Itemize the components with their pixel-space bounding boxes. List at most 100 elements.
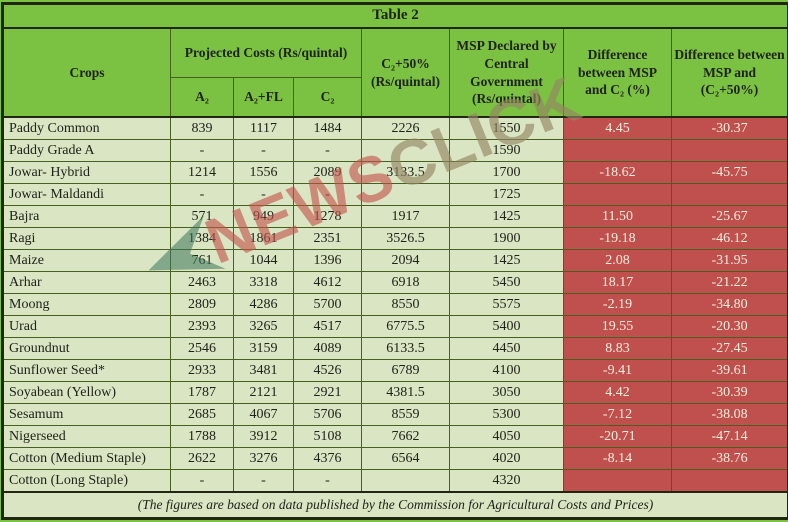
diff-msp-c2-50-cell: -38.08 [670,403,788,426]
crop-name-cell: Paddy Grade A [2,139,171,162]
c2-cell: 4517 [293,315,362,338]
msp-cell: 5300 [449,403,564,426]
a2-fl-cell: 3481 [233,359,294,382]
table-row: Jowar- Maldandi - - - 1725 [2,183,788,206]
diff-msp-c2-cell: -7.12 [563,403,672,426]
diff-msp-c2-50-cell [670,183,788,206]
crop-name-cell: Urad [2,315,171,338]
crop-name-cell: Nigerseed [2,425,171,448]
diff-msp-c2-50-cell: -30.37 [670,116,788,140]
diff-msp-c2-cell: 19.55 [563,315,672,338]
msp-cell: 1725 [449,183,564,206]
c2-cell: 1278 [293,205,362,228]
c2-cell: 1396 [293,249,362,272]
c2-plus-50-cell: 3133.5 [361,161,450,184]
table-title-row: Table 2 [1,3,788,29]
crop-name-cell: Jowar- Maldandi [2,183,171,206]
a2-fl-cell: 3159 [233,337,294,360]
msp-cell: 5575 [449,293,564,316]
table-row: Urad 2393 3265 4517 6775.5 5400 19.55 -2… [2,315,788,338]
table-title: Table 2 [1,3,788,29]
crop-name-cell: Bajra [2,205,171,228]
col-header-diff-msp-c2-50: Difference between MSP and (C₂+50%) [670,27,788,118]
c2-plus-50-cell: 6789 [361,359,450,382]
a2-cell: 839 [170,116,234,140]
diff-msp-c2-50-cell: -46.12 [670,227,788,250]
crop-name-cell: Ragi [2,227,171,250]
c2-plus-50-cell: 3526.5 [361,227,450,250]
diff-msp-c2-50-cell: -39.61 [670,359,788,382]
msp-cell: 1425 [449,249,564,272]
msp-cell: 1425 [449,205,564,228]
crop-name-cell: Arhar [2,271,171,294]
msp-cell: 1700 [449,161,564,184]
a2-cell: 2809 [170,293,234,316]
c2-cell: 1484 [293,116,362,140]
table-row: Soyabean (Yellow) 1787 2121 2921 4381.5 … [2,381,788,404]
c2-cell: 2921 [293,381,362,404]
crop-name-cell: Paddy Common [2,116,171,140]
c2-plus-50-cell: 8559 [361,403,450,426]
diff-msp-c2-cell: -18.62 [563,161,672,184]
a2-fl-cell: 1861 [233,227,294,250]
c2-cell: - [293,139,362,162]
a2-cell: - [170,139,234,162]
c2-plus-50-cell: 2226 [361,116,450,140]
c2-cell: - [293,183,362,206]
c2-plus-50-cell: 1917 [361,205,450,228]
a2-fl-cell: - [233,469,294,493]
c2-plus-50-cell [361,469,450,493]
crop-name-cell: Moong [2,293,171,316]
table-row: Ragi 1384 1861 2351 3526.5 1900 -19.18 -… [2,227,788,250]
c2-plus-50-cell: 8550 [361,293,450,316]
crop-name-cell: Maize [2,249,171,272]
diff-msp-c2-50-cell: -21.22 [670,271,788,294]
diff-msp-c2-50-cell: -27.45 [670,337,788,360]
c2-plus-50-cell: 6564 [361,447,450,470]
table-row: Sunflower Seed* 2933 3481 4526 6789 4100… [2,359,788,382]
c2-cell: 4089 [293,337,362,360]
crop-name-cell: Jowar- Hybrid [2,161,171,184]
diff-msp-c2-cell [563,183,672,206]
col-header-a2: A₂ [170,77,234,118]
a2-fl-cell: - [233,183,294,206]
crop-name-cell: Sesamum [2,403,171,426]
c2-cell: 5108 [293,425,362,448]
a2-fl-cell: 4067 [233,403,294,426]
diff-msp-c2-cell: 2.08 [563,249,672,272]
c2-cell: - [293,469,362,493]
table-row: Jowar- Hybrid 1214 1556 2089 3133.5 1700… [2,161,788,184]
a2-cell: 1788 [170,425,234,448]
c2-plus-50-cell: 2094 [361,249,450,272]
diff-msp-c2-cell: 8.83 [563,337,672,360]
a2-cell: - [170,183,234,206]
table-row: Groundnut 2546 3159 4089 6133.5 4450 8.8… [2,337,788,360]
c2-cell: 2351 [293,227,362,250]
col-header-a2-fl: A₂+FL [233,77,294,118]
a2-fl-cell: 4286 [233,293,294,316]
a2-fl-cell: 3265 [233,315,294,338]
footer-note: (The figures are based on data published… [1,491,788,519]
c2-plus-50-cell: 7662 [361,425,450,448]
c2-plus-50-cell: 6918 [361,271,450,294]
table-row: Moong 2809 4286 5700 8550 5575 -2.19 -34… [2,293,788,316]
c2-plus-50-cell [361,139,450,162]
c2-cell: 4612 [293,271,362,294]
msp-cell: 3050 [449,381,564,404]
crop-name-cell: Cotton (Medium Staple) [2,447,171,470]
diff-msp-c2-50-cell: -31.95 [670,249,788,272]
table-row: Paddy Grade A - - - 1590 [2,139,788,162]
c2-cell: 5706 [293,403,362,426]
a2-fl-cell: - [233,139,294,162]
a2-cell: 2933 [170,359,234,382]
a2-fl-cell: 1556 [233,161,294,184]
table-row: Arhar 2463 3318 4612 6918 5450 18.17 -21… [2,271,788,294]
msp-cell: 5400 [449,315,564,338]
header-row-top: Crops Projected Costs (Rs/quintal) C₂+50… [2,27,788,118]
diff-msp-c2-50-cell [670,469,788,493]
a2-cell: 1787 [170,381,234,404]
diff-msp-c2-cell: 18.17 [563,271,672,294]
a2-cell: 2622 [170,447,234,470]
